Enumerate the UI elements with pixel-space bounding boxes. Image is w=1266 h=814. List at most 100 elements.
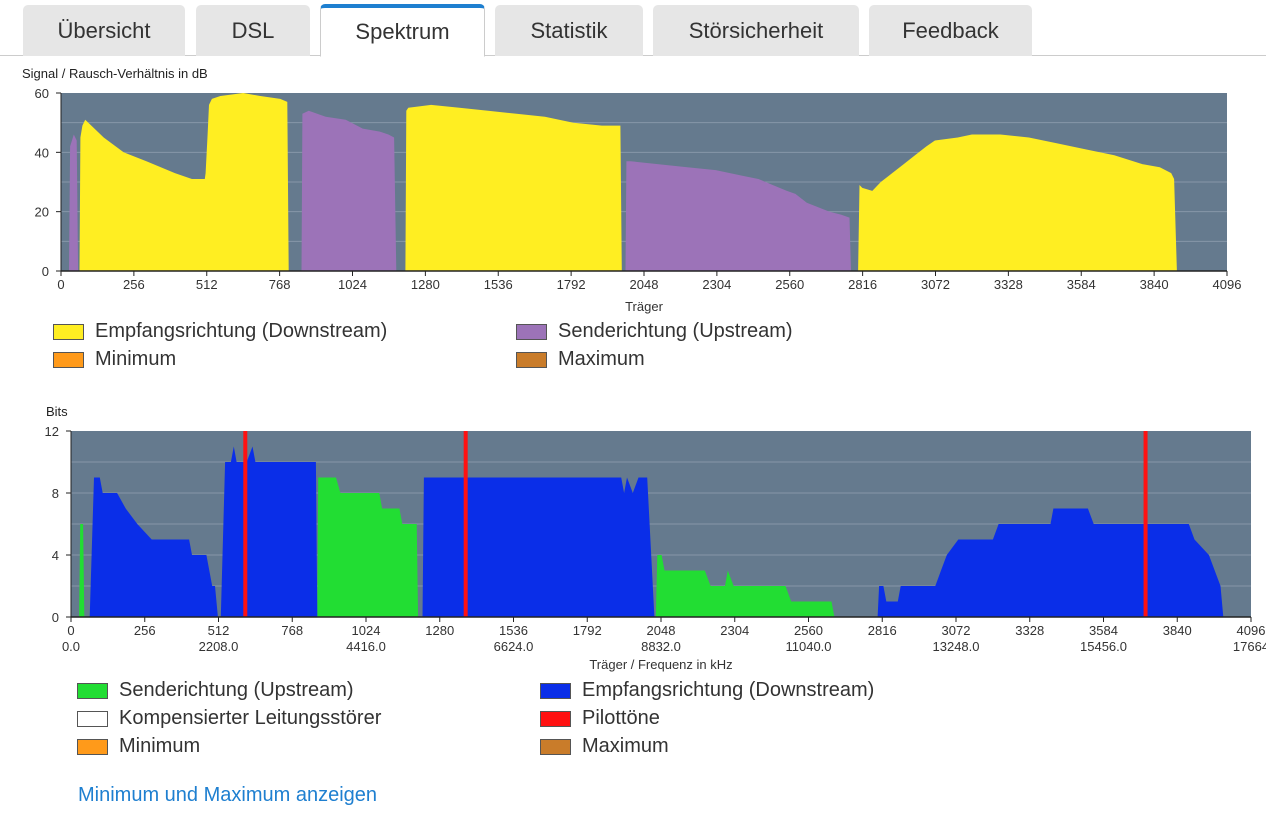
x-tick-label-frequency: 8832.0 — [641, 639, 681, 654]
y-tick-label: 8 — [52, 486, 59, 501]
x-tick-label-frequency: 6624.0 — [494, 639, 534, 654]
y-tick-label: 0 — [42, 264, 49, 279]
x-tick-label: 0 — [57, 277, 64, 292]
y-tick-label: 60 — [35, 86, 49, 101]
legend-item-snr-maximum: Maximum — [516, 348, 645, 371]
legend-item-bits-minimum: Minimum — [77, 735, 200, 758]
x-tick-label: 3840 — [1163, 623, 1192, 638]
legend-item-bits-maximum: Maximum — [540, 735, 669, 758]
legend-label: Kompensierter Leitungsstörer — [119, 707, 382, 729]
series-area — [317, 477, 419, 617]
legend-label: Empfangsrichtung (Downstream) — [95, 320, 388, 342]
series-area — [220, 446, 318, 617]
legend-swatch — [77, 682, 108, 699]
x-tick-label: 4096 — [1237, 623, 1266, 638]
series-area — [405, 104, 622, 272]
x-tick-label-frequency: 17664 — [1233, 639, 1266, 654]
x-axis-label: Träger — [625, 299, 663, 314]
legend-item-bits-pilot: Pilottöne — [540, 707, 660, 730]
series-area — [422, 477, 655, 617]
x-tick-label: 512 — [196, 277, 218, 292]
x-tick-label: 3328 — [994, 277, 1023, 292]
x-tick-label: 3584 — [1067, 277, 1096, 292]
series-area — [79, 93, 289, 271]
snr-chart-title: Signal / Rausch-Verhältnis in dB — [22, 66, 208, 81]
tab-bar: Übersicht DSL Spektrum Statistik Störsic… — [0, 0, 1266, 57]
y-tick-label: 20 — [35, 205, 49, 220]
series-area — [89, 477, 218, 617]
legend-label: Minimum — [95, 348, 177, 370]
legend-label: Senderichtung (Upstream) — [119, 679, 354, 701]
legend-swatch — [53, 323, 84, 340]
x-tick-label: 2304 — [702, 277, 731, 292]
x-tick-label-frequency: 11040.0 — [785, 639, 831, 654]
legend-swatch — [516, 323, 547, 340]
series-area — [625, 161, 851, 271]
legend-label: Minimum — [119, 735, 201, 757]
x-tick-label: 2304 — [720, 623, 749, 638]
legend-item-bits-upstream: Senderichtung (Upstream) — [77, 679, 354, 702]
x-tick-label: 256 — [123, 277, 145, 292]
x-tick-label: 1536 — [499, 623, 528, 638]
x-tick-label-frequency: 0.0 — [62, 639, 80, 654]
legend-label: Maximum — [558, 348, 645, 370]
x-tick-label: 2048 — [647, 623, 676, 638]
x-tick-label: 1280 — [411, 277, 440, 292]
x-tick-label: 3072 — [921, 277, 950, 292]
x-tick-label-frequency: 13248.0 — [933, 639, 980, 654]
x-tick-label-frequency: 15456.0 — [1080, 639, 1127, 654]
y-tick-label: 40 — [35, 145, 49, 160]
tab-stoersicherheit[interactable]: Störsicherheit — [653, 5, 859, 56]
x-tick-label: 1024 — [338, 277, 367, 292]
x-tick-label: 1792 — [573, 623, 602, 638]
tab-statistik[interactable]: Statistik — [495, 5, 643, 56]
legend-item-snr-downstream: Empfangsrichtung (Downstream) — [53, 320, 387, 343]
legend-item-snr-minimum: Minimum — [53, 348, 176, 371]
show-min-max-link[interactable]: Minimum und Maximum anzeigen — [78, 784, 378, 806]
x-tick-label: 3584 — [1089, 623, 1118, 638]
x-tick-label: 3072 — [942, 623, 971, 638]
x-tick-label-frequency: 4416.0 — [346, 639, 386, 654]
series-area — [69, 134, 79, 271]
x-tick-label: 3840 — [1140, 277, 1169, 292]
legend-item-snr-upstream: Senderichtung (Upstream) — [516, 320, 793, 343]
series-area — [655, 555, 835, 617]
legend-label: Maximum — [582, 735, 669, 757]
series-area — [877, 508, 1224, 617]
tab-dsl[interactable]: DSL — [196, 5, 310, 56]
y-tick-label: 0 — [52, 610, 59, 625]
tab-uebersicht[interactable]: Übersicht — [23, 5, 185, 56]
x-tick-label-frequency: 2208.0 — [199, 639, 239, 654]
series-area — [79, 524, 85, 617]
x-axis-label: Träger / Frequenz in kHz — [589, 657, 732, 672]
legend-swatch — [516, 351, 547, 368]
legend-label: Senderichtung (Upstream) — [558, 320, 793, 342]
series-area — [301, 110, 397, 271]
legend-item-bits-compensated: Kompensierter Leitungsstörer — [77, 707, 381, 730]
x-tick-label: 2560 — [775, 277, 804, 292]
x-tick-label: 1280 — [425, 623, 454, 638]
tab-spektrum[interactable]: Spektrum — [320, 4, 485, 57]
x-tick-label: 1792 — [557, 277, 586, 292]
x-tick-label: 2816 — [848, 277, 877, 292]
x-tick-label: 1024 — [352, 623, 381, 638]
x-tick-label: 512 — [208, 623, 230, 638]
y-tick-label: 4 — [52, 548, 59, 563]
x-tick-label: 0 — [67, 623, 74, 638]
x-tick-label: 2048 — [630, 277, 659, 292]
y-tick-label: 12 — [45, 424, 59, 439]
legend-item-bits-downstream: Empfangsrichtung (Downstream) — [540, 679, 874, 702]
legend-swatch — [77, 738, 108, 755]
legend-label: Pilottöne — [582, 707, 660, 729]
legend-label: Empfangsrichtung (Downstream) — [582, 679, 875, 701]
tab-feedback[interactable]: Feedback — [869, 5, 1032, 56]
x-tick-label: 1536 — [484, 277, 513, 292]
x-tick-label: 4096 — [1213, 277, 1242, 292]
x-tick-label: 768 — [269, 277, 291, 292]
legend-swatch — [53, 351, 84, 368]
series-area — [858, 134, 1177, 271]
legend-swatch — [540, 738, 571, 755]
bits-chart: 0 256 512 768 1024 1280 1536 1792 2048 2304 2560 28… — [45, 424, 1266, 672]
legend-swatch — [77, 710, 108, 727]
legend-swatch — [540, 710, 571, 727]
